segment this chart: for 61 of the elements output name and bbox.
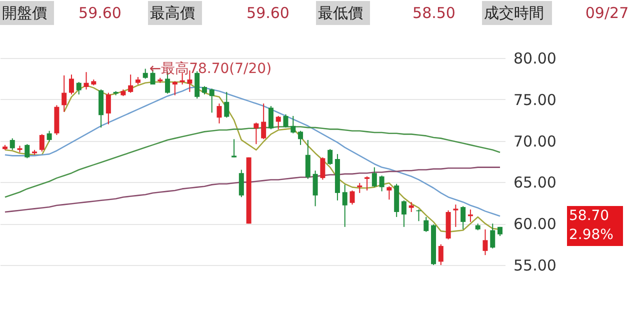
candlestick: [386, 186, 392, 200]
candlestick: [408, 202, 414, 213]
candlestick: [84, 72, 89, 90]
candlestick: [357, 182, 362, 194]
candlestick: [172, 80, 178, 96]
text: 2.98%: [569, 227, 614, 243]
candlestick: [460, 206, 466, 230]
text: 59.60: [246, 4, 290, 22]
candlestick: [232, 138, 237, 158]
text: 09/27: [585, 4, 629, 22]
candlestick: [68, 74, 74, 95]
candlestick: [106, 92, 111, 125]
candlestick: [328, 148, 333, 166]
candlestick: [424, 216, 429, 232]
candlestick: [372, 166, 377, 188]
candlestick: [209, 88, 214, 114]
y-tick-label: 55.00: [514, 256, 556, 274]
candlestick: [298, 130, 304, 146]
candlestick: [46, 130, 52, 142]
candlestick: [128, 74, 134, 94]
candlestick: [401, 200, 406, 228]
text: 59.60: [78, 4, 122, 22]
candlestick: [364, 176, 370, 191]
candlestick: [482, 228, 488, 256]
y-tick-label: 70.00: [514, 132, 556, 150]
candlestick: [276, 115, 281, 130]
candlestick: [261, 103, 266, 140]
candlestick: [290, 115, 296, 134]
candlestick: [39, 134, 44, 152]
text: 58.50: [412, 4, 456, 22]
text: 最低價: [318, 4, 363, 22]
candlestick: [305, 139, 310, 180]
candlestick: [142, 68, 148, 80]
candlestick: [238, 169, 244, 198]
text: 58.70: [569, 208, 610, 224]
candlestick: [10, 138, 15, 150]
annotation: ←最高78.70(7/20): [149, 60, 272, 77]
y-tick-label: 75.00: [514, 90, 556, 109]
candlestick: [350, 190, 355, 206]
candlestick: [283, 114, 288, 128]
candlestick: [268, 106, 274, 130]
candlestick: [24, 144, 30, 159]
candlestick: [62, 74, 67, 112]
candlestick: [224, 91, 230, 118]
candlestick: [312, 170, 318, 207]
candlestick: [216, 103, 222, 124]
candlestick: [453, 204, 458, 228]
text: 最高價: [150, 4, 195, 22]
candlestick: [379, 175, 384, 192]
candlestick: [438, 244, 444, 266]
y-tick-label: 65.00: [514, 174, 556, 192]
candlestick: [490, 223, 496, 249]
y-tick-label: 80.00: [514, 50, 556, 68]
text: 成交時間: [484, 4, 544, 22]
text: 開盤價: [2, 4, 47, 22]
candlestick: [254, 122, 259, 145]
candlestick: [320, 156, 326, 180]
candlestick: [468, 209, 473, 222]
candlestick: [342, 184, 348, 228]
candlestick: [76, 82, 82, 95]
y-tick-label: 60.00: [514, 215, 556, 234]
